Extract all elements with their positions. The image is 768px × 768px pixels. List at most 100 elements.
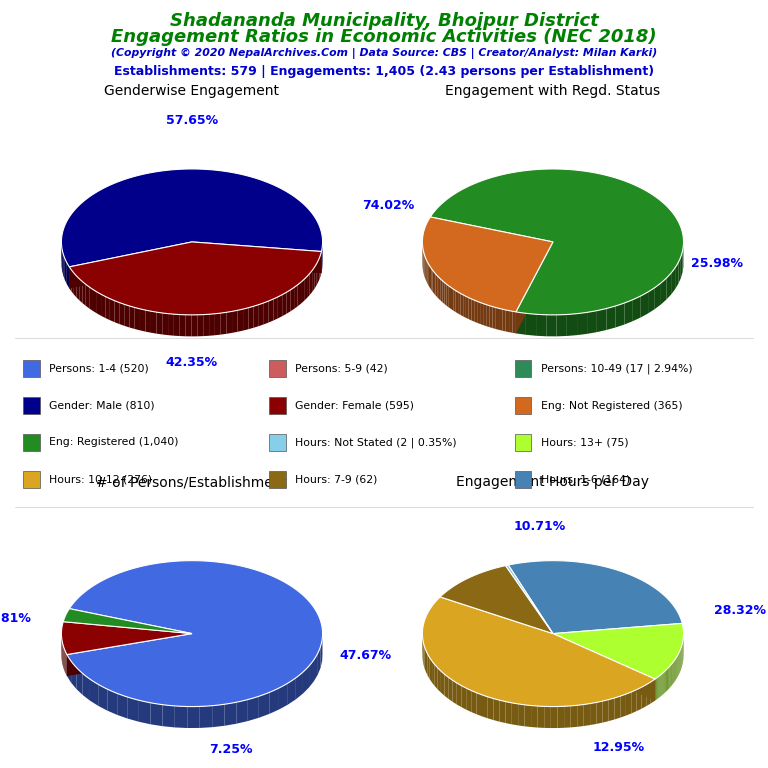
Text: Shadananda Municipality, Bhojpur District: Shadananda Municipality, Bhojpur Distric… xyxy=(170,12,598,29)
Polygon shape xyxy=(508,561,682,634)
Polygon shape xyxy=(118,694,127,719)
Polygon shape xyxy=(67,561,323,707)
Polygon shape xyxy=(90,679,98,706)
Polygon shape xyxy=(129,306,134,329)
Polygon shape xyxy=(435,664,438,690)
Polygon shape xyxy=(564,706,571,728)
Polygon shape xyxy=(607,306,616,330)
Polygon shape xyxy=(453,289,455,312)
Polygon shape xyxy=(683,245,684,273)
Polygon shape xyxy=(488,697,494,720)
Polygon shape xyxy=(553,624,684,679)
Polygon shape xyxy=(567,313,577,336)
Polygon shape xyxy=(518,704,525,727)
Polygon shape xyxy=(496,307,499,330)
Polygon shape xyxy=(445,283,447,306)
Polygon shape xyxy=(455,290,458,313)
Polygon shape xyxy=(641,292,648,317)
Polygon shape xyxy=(294,285,298,309)
Polygon shape xyxy=(140,309,145,332)
Polygon shape xyxy=(191,315,197,336)
Polygon shape xyxy=(505,702,511,724)
Text: Gender: Male (810): Gender: Male (810) xyxy=(49,400,155,411)
Polygon shape xyxy=(536,314,546,336)
Polygon shape xyxy=(665,670,666,692)
Polygon shape xyxy=(432,270,434,293)
Polygon shape xyxy=(290,287,294,311)
FancyBboxPatch shape xyxy=(23,397,40,414)
Polygon shape xyxy=(609,698,614,721)
Polygon shape xyxy=(624,300,633,324)
Polygon shape xyxy=(426,650,428,676)
Polygon shape xyxy=(145,310,151,333)
Polygon shape xyxy=(288,678,296,704)
Polygon shape xyxy=(98,684,108,710)
Polygon shape xyxy=(590,703,597,725)
Polygon shape xyxy=(681,251,683,278)
Polygon shape xyxy=(657,677,658,699)
Polygon shape xyxy=(458,292,461,315)
Polygon shape xyxy=(259,303,263,326)
Polygon shape xyxy=(71,661,76,689)
Text: 10.71%: 10.71% xyxy=(514,520,566,532)
Polygon shape xyxy=(461,293,463,316)
Polygon shape xyxy=(168,313,174,336)
Polygon shape xyxy=(220,313,227,335)
Polygon shape xyxy=(466,296,468,319)
Polygon shape xyxy=(67,634,192,676)
Text: Engagement Ratios in Economic Activities (NEC 2018): Engagement Ratios in Economic Activities… xyxy=(111,28,657,46)
Polygon shape xyxy=(63,254,65,280)
Text: 28.32%: 28.32% xyxy=(714,604,766,617)
Polygon shape xyxy=(516,312,526,335)
Polygon shape xyxy=(435,274,437,297)
Polygon shape xyxy=(139,700,151,724)
Polygon shape xyxy=(204,314,209,336)
FancyBboxPatch shape xyxy=(269,397,286,414)
Polygon shape xyxy=(298,282,301,306)
Text: Eng: Registered (1,040): Eng: Registered (1,040) xyxy=(49,437,179,448)
Polygon shape xyxy=(162,313,168,335)
Polygon shape xyxy=(577,313,587,335)
Polygon shape xyxy=(558,707,564,728)
Polygon shape xyxy=(597,309,607,332)
Polygon shape xyxy=(424,644,425,668)
Polygon shape xyxy=(631,690,637,713)
Polygon shape xyxy=(192,242,322,273)
Polygon shape xyxy=(62,250,63,276)
Polygon shape xyxy=(667,668,668,690)
Polygon shape xyxy=(430,266,432,290)
Text: Engagement Hours per Day: Engagement Hours per Day xyxy=(456,475,650,489)
Polygon shape xyxy=(553,634,655,700)
Text: Persons: 10-49 (17 | 2.94%): Persons: 10-49 (17 | 2.94%) xyxy=(541,363,692,374)
Polygon shape xyxy=(124,304,129,327)
Polygon shape xyxy=(269,299,273,323)
Polygon shape xyxy=(482,695,488,718)
Polygon shape xyxy=(505,565,553,634)
FancyBboxPatch shape xyxy=(23,360,40,377)
Polygon shape xyxy=(197,315,204,336)
Polygon shape xyxy=(678,257,681,283)
Polygon shape xyxy=(516,242,553,333)
Polygon shape xyxy=(637,687,641,711)
Polygon shape xyxy=(127,697,139,722)
Polygon shape xyxy=(509,310,512,333)
Text: 89.81%: 89.81% xyxy=(0,612,31,624)
Polygon shape xyxy=(553,634,655,700)
Polygon shape xyxy=(430,169,684,315)
Polygon shape xyxy=(437,276,439,299)
Polygon shape xyxy=(483,303,486,326)
Polygon shape xyxy=(457,683,462,707)
Polygon shape xyxy=(67,654,71,683)
Polygon shape xyxy=(248,306,253,329)
Polygon shape xyxy=(320,251,322,276)
Polygon shape xyxy=(489,306,492,328)
Polygon shape xyxy=(516,242,553,333)
Polygon shape xyxy=(318,646,320,674)
Polygon shape xyxy=(237,700,248,723)
Polygon shape xyxy=(603,700,609,723)
Polygon shape xyxy=(97,292,101,316)
Polygon shape xyxy=(263,301,269,324)
Polygon shape xyxy=(668,667,669,690)
Polygon shape xyxy=(227,311,232,334)
Polygon shape xyxy=(101,294,105,318)
